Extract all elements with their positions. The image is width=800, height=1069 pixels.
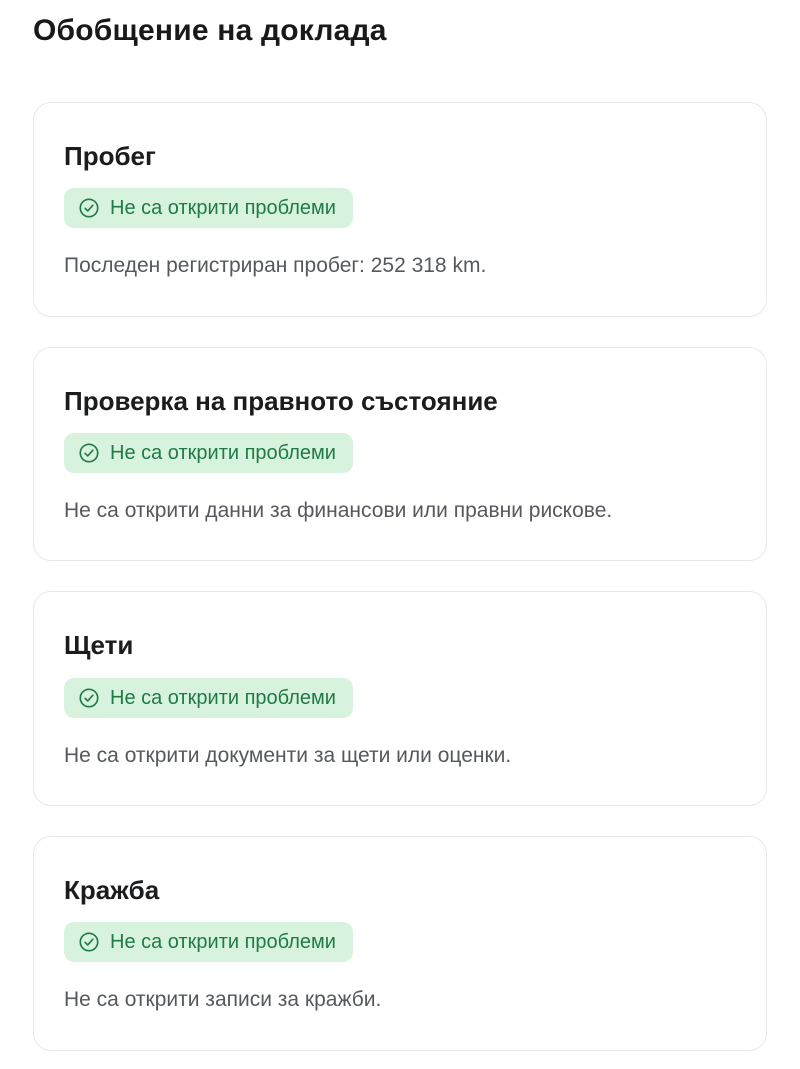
page-title: Обобщение на доклада (33, 14, 387, 47)
summary-card-theft: Кражба Не са открити проблеми Не са откр… (33, 836, 767, 1051)
summary-card-damages: Щети Не са открити проблеми Не са открит… (33, 591, 767, 807)
status-badge: Не са открити проблеми (64, 922, 353, 963)
card-description: Не са открити документи за щети или оцен… (64, 743, 512, 767)
check-circle-icon (78, 442, 100, 464)
summary-card-mileage: Пробег Не са открити проблеми Последен р… (33, 102, 767, 317)
card-title: Кражба (64, 875, 160, 906)
check-circle-icon (78, 687, 100, 709)
card-description: Последен регистриран пробег: 252 318 km. (64, 254, 487, 278)
status-badge: Не са открити проблеми (64, 432, 353, 473)
status-badge: Не са открити проблеми (64, 188, 353, 229)
check-circle-icon (78, 931, 100, 953)
status-badge-label: Не са открити проблеми (110, 441, 336, 464)
check-circle-icon (78, 197, 100, 219)
card-description: Не са открити данни за финансови или пра… (64, 498, 613, 522)
card-title: Пробег (64, 141, 156, 171)
status-badge-label: Не са открити проблеми (110, 931, 336, 954)
status-badge-label: Не са открити проблеми (110, 686, 336, 709)
card-description: Не са открити записи за кражби. (64, 988, 382, 1012)
card-title: Проверка на правното състояние (64, 385, 498, 416)
status-badge: Не са открити проблеми (64, 677, 353, 718)
summary-card-legal-status: Проверка на правното състояние Не са отк… (33, 346, 767, 562)
card-title: Щети (64, 630, 134, 661)
status-badge-label: Не са открити проблеми (110, 197, 336, 220)
